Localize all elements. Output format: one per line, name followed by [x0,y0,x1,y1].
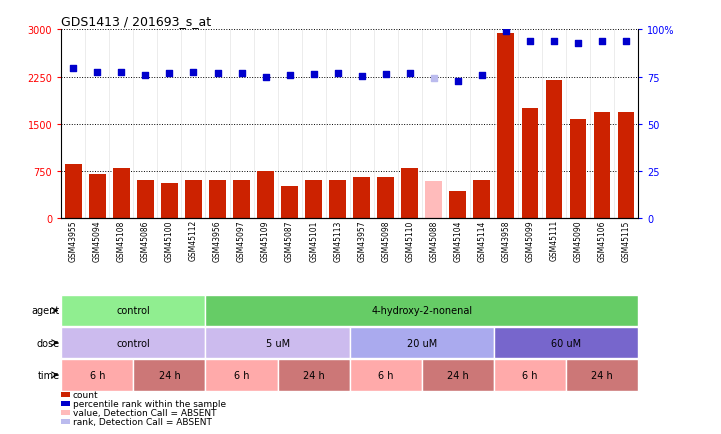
Text: time: time [38,370,60,380]
Bar [422,359,494,391]
Text: percentile rank within the sample: percentile rank within the sample [73,399,226,408]
Bar [257,171,274,218]
Bar [185,181,202,218]
Bar [402,168,418,218]
Bar [497,33,514,218]
Bar [521,108,539,218]
Point [572,41,584,48]
Point [476,72,487,79]
Bar [133,359,205,391]
Bar [278,359,350,391]
Bar [546,80,562,218]
Bar [566,359,638,391]
Text: GDS1413 / 201693_s_at: GDS1413 / 201693_s_at [61,15,211,28]
Bar [593,113,611,218]
Point [380,71,392,78]
Bar [137,181,154,218]
Bar [233,181,250,218]
Text: agent: agent [32,306,60,316]
Text: 24 h: 24 h [303,370,324,380]
Bar [494,359,566,391]
Text: 60 uM: 60 uM [551,338,581,348]
Bar [449,191,466,218]
Point [68,66,79,72]
Point [284,72,296,79]
Point [428,75,440,82]
Bar [61,327,205,358]
Bar [350,359,422,391]
Text: dose: dose [37,338,60,348]
Point [187,69,199,76]
Bar [205,327,350,358]
Point [452,78,464,85]
Bar [618,113,634,218]
Bar [205,295,638,326]
Bar [113,168,130,218]
Text: 4-hydroxy-2-nonenal: 4-hydroxy-2-nonenal [371,306,472,316]
Point [404,70,415,77]
Bar [209,181,226,218]
Point [332,70,343,77]
Text: 6 h: 6 h [89,370,105,380]
Text: count: count [73,390,99,399]
Text: 6 h: 6 h [378,370,394,380]
Bar [89,174,106,218]
Text: 6 h: 6 h [522,370,538,380]
Point [92,69,103,76]
Text: 24 h: 24 h [447,370,469,380]
Bar [353,178,370,218]
Bar [61,295,205,326]
Point [524,38,536,45]
Text: 24 h: 24 h [159,370,180,380]
Point [596,38,608,45]
Text: control: control [117,338,150,348]
Bar [474,181,490,218]
Bar [494,327,638,358]
Bar [305,181,322,218]
Bar [425,182,442,218]
Bar [329,181,346,218]
Text: 24 h: 24 h [591,370,613,380]
Bar [161,183,178,218]
Bar [281,187,298,218]
Point [115,69,127,76]
Bar [65,165,81,218]
Point [356,73,368,80]
Point [260,75,271,82]
Text: control: control [117,306,150,316]
Bar [570,119,586,218]
Bar [377,178,394,218]
Text: 5 uM: 5 uM [265,338,290,348]
Point [308,71,319,78]
Text: rank, Detection Call = ABSENT: rank, Detection Call = ABSENT [73,418,212,427]
Point [548,38,559,45]
Text: 20 uM: 20 uM [407,338,437,348]
Bar [61,359,133,391]
Point [140,72,151,79]
Point [164,70,175,77]
Text: 6 h: 6 h [234,370,249,380]
Point [212,70,224,77]
Text: value, Detection Call = ABSENT: value, Detection Call = ABSENT [73,408,216,418]
Point [620,38,632,45]
Point [236,71,247,78]
Point [500,28,512,35]
Bar [350,327,494,358]
Bar [205,359,278,391]
